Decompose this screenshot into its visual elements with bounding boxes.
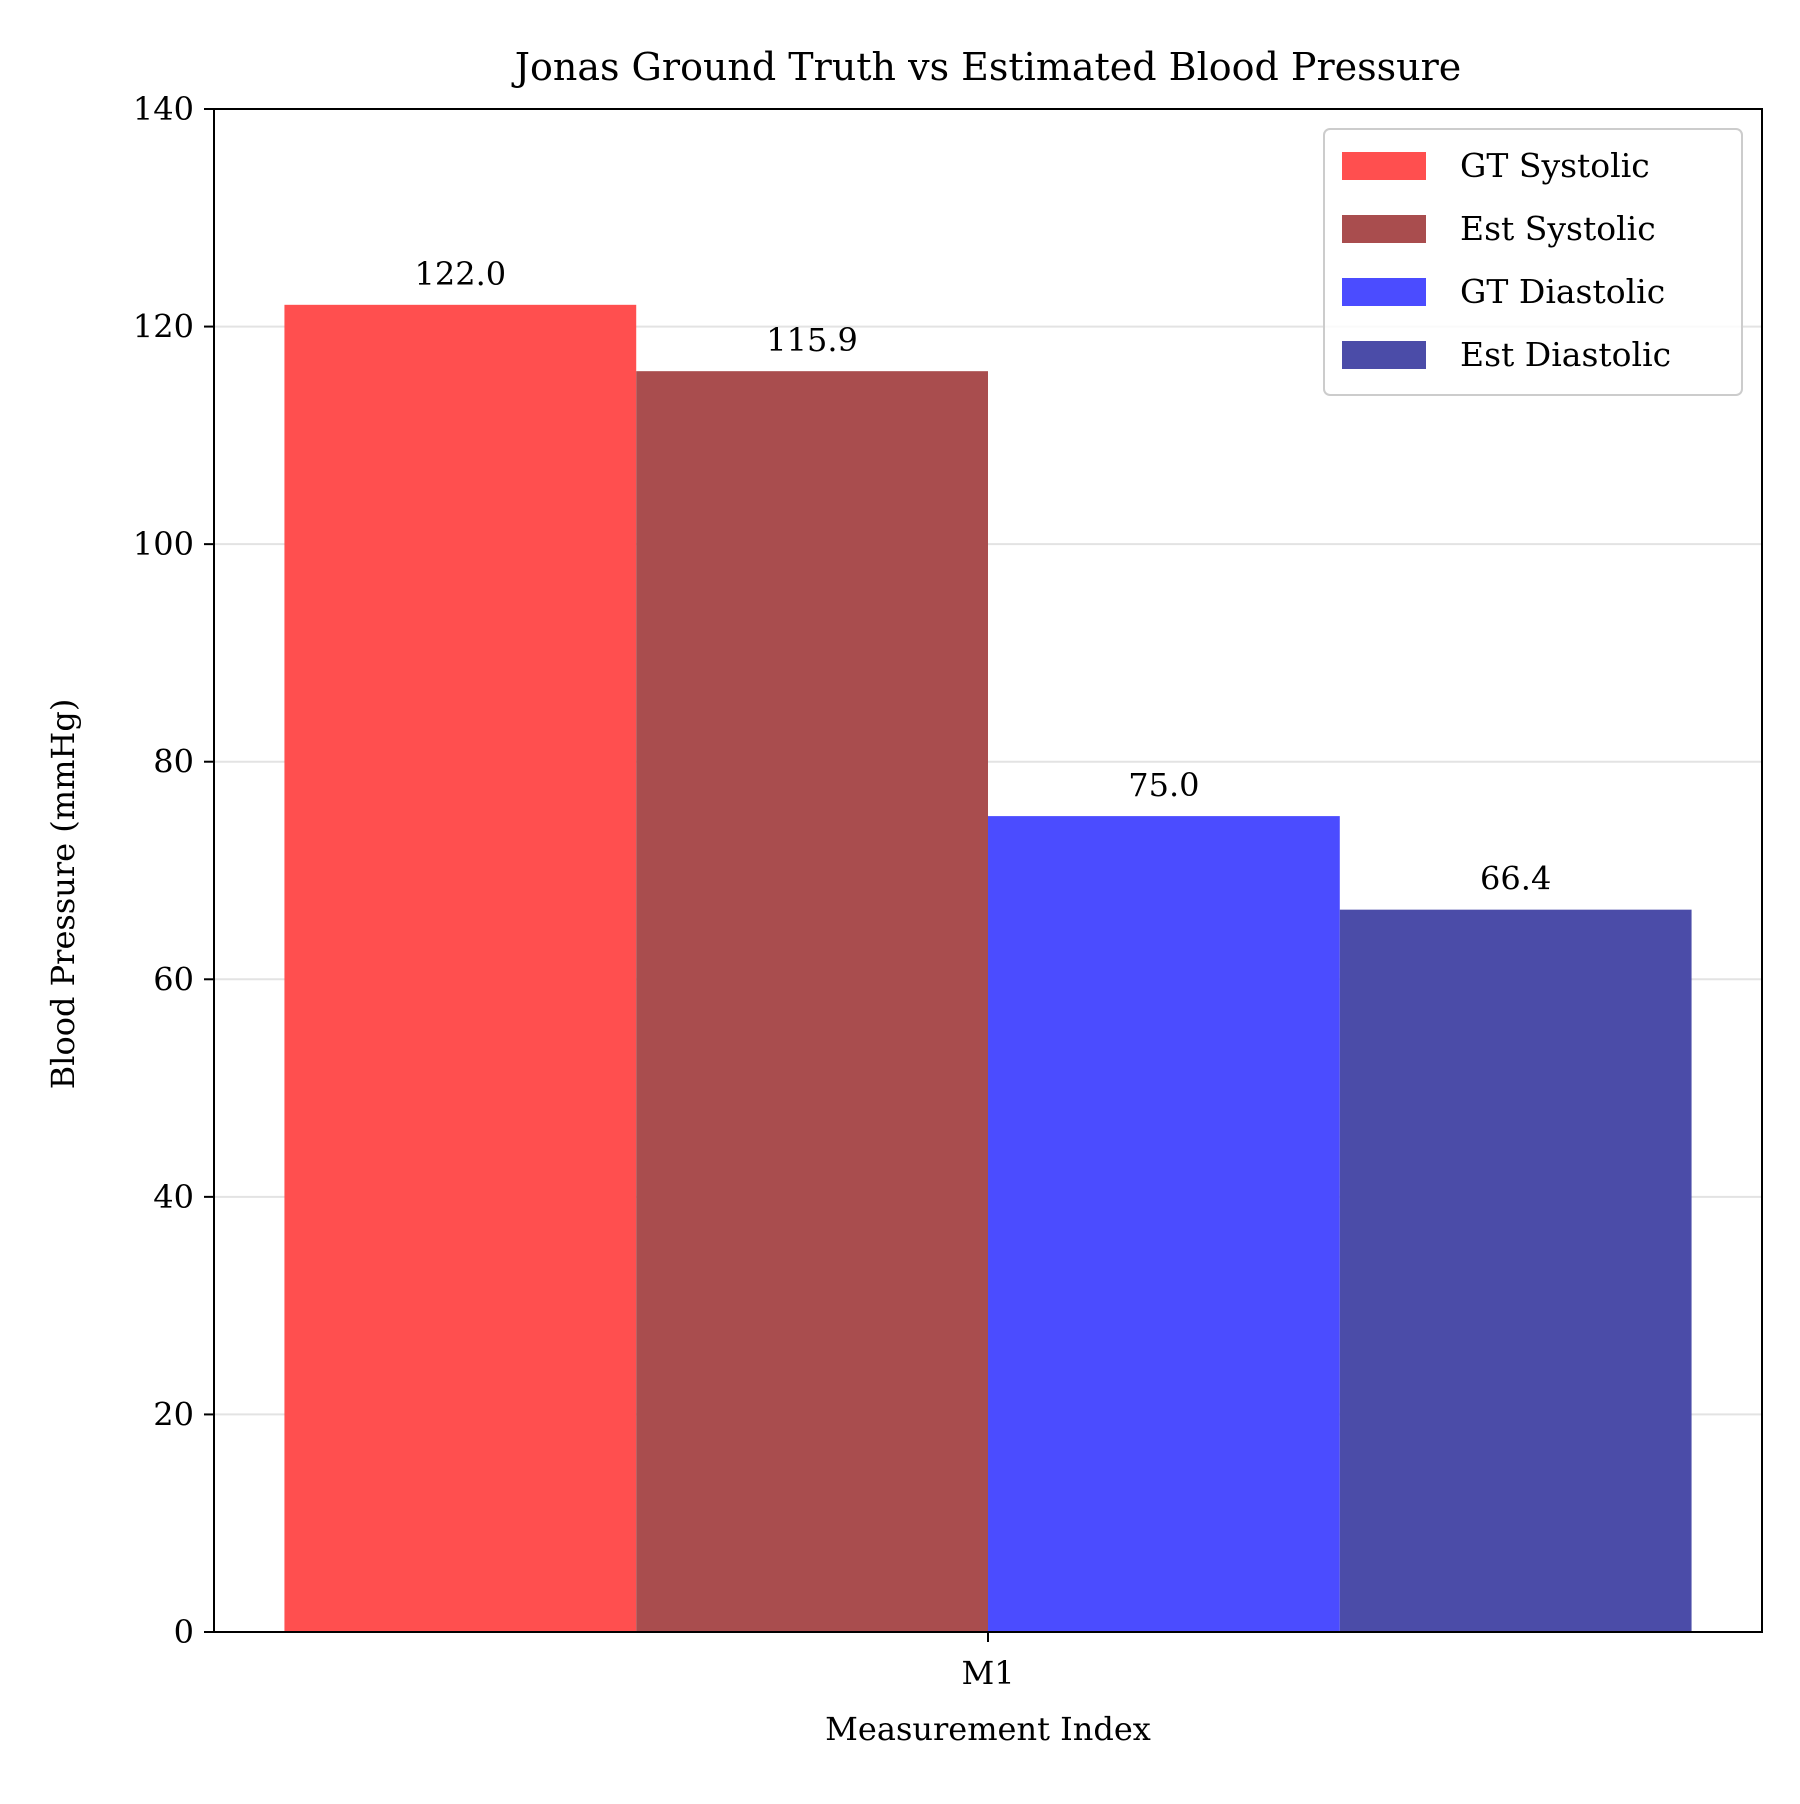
x-axis-label: Measurement Index xyxy=(825,1710,1151,1748)
y-axis-label: Blood Pressure (mmHg) xyxy=(44,699,82,1090)
y-tick-label: 40 xyxy=(153,1178,194,1216)
legend: GT Systolic Est Systolic GT Diastolic Est D… xyxy=(1323,128,1743,396)
y-tick-label: 80 xyxy=(153,743,194,781)
legend-swatch-est-systolic xyxy=(1342,215,1426,243)
bars xyxy=(284,304,1692,1632)
legend-label-est-systolic: Est Systolic xyxy=(1460,209,1656,248)
legend-items: GT Systolic Est Systolic GT Diastolic Est D… xyxy=(1342,146,1671,374)
data-label-gt-systolic: 122.0 xyxy=(415,255,507,293)
data-label-est-diastolic: 66.4 xyxy=(1480,860,1551,898)
legend-box xyxy=(1323,128,1743,396)
data-label-est-systolic: 115.9 xyxy=(766,321,858,359)
legend-swatch-est-diastolic xyxy=(1342,341,1426,369)
y-tick-label: 140 xyxy=(133,90,194,128)
x-tick-label: M1 xyxy=(961,1654,1014,1692)
legend-swatch-gt-systolic xyxy=(1342,152,1426,180)
y-tick-label: 120 xyxy=(133,308,194,346)
y-tick-label: 60 xyxy=(153,960,194,998)
legend-swatch-gt-diastolic xyxy=(1342,278,1426,306)
legend-label-gt-diastolic: GT Diastolic xyxy=(1460,272,1665,311)
chart-title: Jonas Ground Truth vs Estimated Blood Pr… xyxy=(511,45,1462,89)
x-axis-ticks: M1 xyxy=(961,1632,1015,1692)
bar-est-systolic xyxy=(636,371,988,1632)
data-label-gt-diastolic: 75.0 xyxy=(1128,766,1199,804)
y-tick-label: 100 xyxy=(133,525,194,563)
bar-gt-systolic xyxy=(284,304,637,1632)
legend-label-gt-systolic: GT Systolic xyxy=(1460,146,1650,185)
y-axis-ticks: 0 20 40 60 80 100 120 140 xyxy=(133,90,214,1651)
bar-gt-diastolic xyxy=(988,816,1340,1632)
y-tick-label: 20 xyxy=(153,1395,194,1433)
bar-est-diastolic xyxy=(1339,909,1692,1632)
legend-label-est-diastolic: Est Diastolic xyxy=(1460,335,1671,374)
y-tick-label: 0 xyxy=(174,1613,194,1651)
data-labels: 122.0 115.9 75.0 66.4 xyxy=(415,255,1552,898)
